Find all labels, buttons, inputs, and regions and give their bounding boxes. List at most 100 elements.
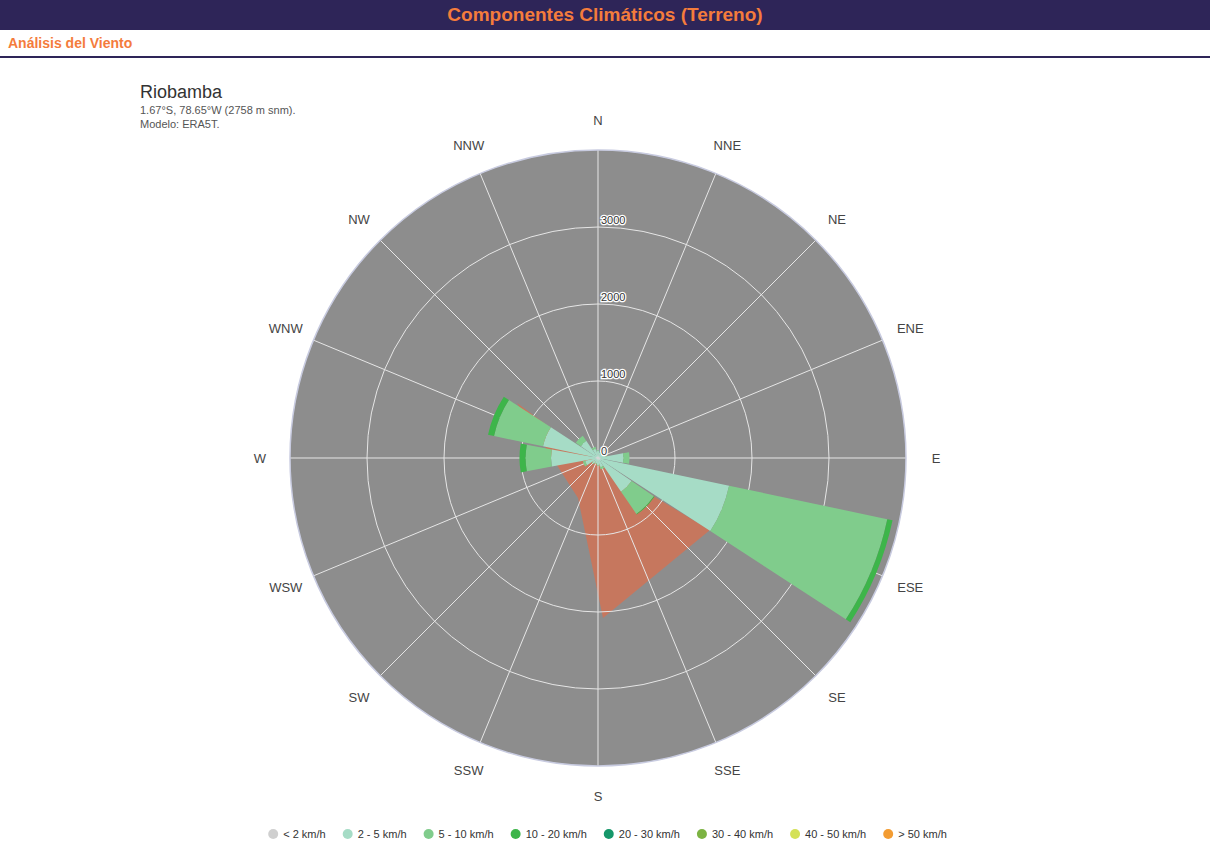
legend-swatch [790, 829, 800, 839]
page: Componentes Climáticos (Terreno) Análisis… [0, 0, 1210, 850]
sector-segment [576, 436, 583, 443]
sector-segment [576, 436, 583, 443]
sector-segment [592, 447, 596, 451]
direction-label: NNE [714, 138, 742, 153]
sector-segment [597, 457, 598, 458]
sector-segment [637, 497, 655, 515]
direction-label: N [593, 113, 602, 128]
sector-segment [576, 436, 583, 443]
grid-spoke [598, 340, 883, 458]
sector-segment [597, 450, 600, 451]
sector-segment [595, 463, 597, 465]
sector-segment [600, 468, 604, 470]
sector-segment [599, 459, 631, 491]
legend: < 2 km/h 2 - 5 km/h 5 - 10 km/h 10 - 20 km/… [268, 828, 947, 840]
legend-label: 20 - 30 km/h [619, 828, 680, 840]
legend-swatch [604, 829, 614, 839]
sector-segment [519, 444, 520, 473]
direction-label: SW [349, 690, 371, 705]
sector-segment [488, 397, 504, 435]
legend-label: 5 - 10 km/h [439, 828, 494, 840]
sector-segment [583, 461, 587, 467]
sector-segment [597, 450, 600, 451]
direction-label: WNW [269, 321, 304, 336]
sector-segment [597, 465, 600, 466]
sector-segment [592, 462, 594, 464]
legend-item: > 50 km/h [883, 828, 947, 840]
sector-segment [583, 461, 585, 466]
sector-segment [519, 444, 520, 473]
sector-segment [597, 450, 600, 451]
legend-swatch [268, 829, 278, 839]
direction-label: SE [828, 690, 846, 705]
sector-segment [592, 462, 594, 464]
direction-label: E [932, 451, 941, 466]
sector-segment [629, 452, 631, 464]
sector-segment [592, 447, 596, 449]
sector-segment [519, 444, 520, 473]
sector-segment [597, 450, 600, 451]
sector-segment [637, 497, 655, 515]
section-rule [0, 56, 1210, 58]
grid-spoke [598, 458, 906, 459]
section-title: Análisis del Viento [8, 35, 132, 51]
sector-segment [629, 452, 631, 464]
direction-label: NE [828, 211, 846, 226]
sector-segment [592, 447, 596, 449]
sector-segment [597, 450, 600, 452]
sector-segment [621, 481, 654, 514]
plot-frame [290, 150, 906, 766]
legend-swatch [424, 829, 434, 839]
direction-label: NNW [453, 138, 485, 153]
grid-spoke [313, 340, 598, 458]
chart-annotation: Modelo: ERA5T. [140, 118, 219, 130]
legend-swatch [511, 829, 521, 839]
direction-label: W [254, 451, 267, 466]
direction-label: NW [348, 211, 370, 226]
sector-segment [592, 462, 594, 464]
sector-segment [595, 463, 597, 465]
sector-segment [488, 397, 504, 435]
legend-item: 10 - 20 km/h [511, 828, 587, 840]
sector-segment [637, 497, 655, 515]
legend-item: < 2 km/h [268, 828, 326, 840]
legend-swatch [883, 829, 893, 839]
direction-label: ESE [897, 580, 923, 595]
sector-segment [488, 397, 504, 435]
sector-segment [576, 436, 586, 446]
sector-segment [850, 520, 892, 622]
legend-label: 40 - 50 km/h [805, 828, 866, 840]
sector-segment [598, 458, 600, 460]
header-title: Componentes Climáticos (Terreno) [447, 4, 762, 25]
radial-tick-label: 3000 [601, 214, 625, 226]
grid-spoke [380, 458, 598, 676]
sector-segment [592, 462, 594, 464]
grid-spoke [480, 458, 598, 743]
legend-label: 10 - 20 km/h [526, 828, 587, 840]
legend-label: < 2 km/h [283, 828, 326, 840]
legend-item: 2 - 5 km/h [343, 828, 407, 840]
sector-segment [488, 397, 509, 436]
legend-label: 2 - 5 km/h [358, 828, 407, 840]
sector-segment [601, 459, 730, 531]
wind-rose: 0100020003000NNNENEENEEESESESSESSSWSWWSW… [254, 113, 941, 804]
radial-tick-label: 1000 [601, 368, 625, 380]
sector-segment [636, 496, 654, 514]
sector-segment [488, 397, 504, 435]
sector-segment [593, 449, 598, 457]
direction-label: S [594, 789, 603, 804]
sector-segment [576, 436, 583, 443]
sector-segment [850, 520, 892, 622]
sector-segment [597, 458, 599, 460]
sector-segment [597, 465, 600, 466]
grid-spoke [598, 173, 716, 458]
sector-segment [592, 462, 594, 464]
sector-segment [597, 450, 600, 451]
sector-segment [597, 465, 600, 466]
plot-background [290, 150, 906, 766]
sector-segment [598, 459, 603, 467]
grid-spoke [480, 173, 598, 458]
sector-segment [592, 447, 596, 449]
grid-spoke [313, 458, 598, 576]
sector-segment [592, 447, 596, 449]
